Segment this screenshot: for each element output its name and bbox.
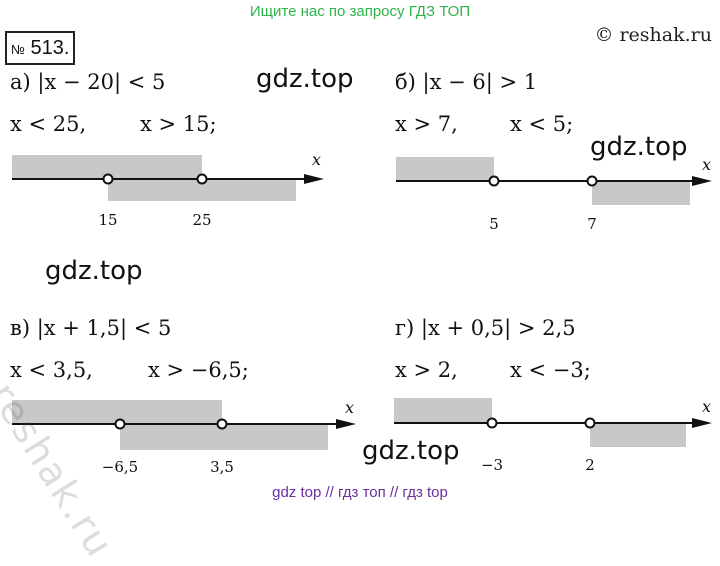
open-point-15 [102,173,114,185]
open-point-5 [488,175,500,187]
inequality-b: б) |x − 6| > 1 [395,70,538,94]
shade-left-d [394,398,492,423]
open-point-minus-3 [486,417,498,429]
solution-a-right: x > 15; [140,112,217,136]
gdz-watermark-1: gdz.top [256,64,354,94]
tick-label-2: 2 [585,456,595,474]
inequality-c: в) |x + 1,5| < 5 [10,316,172,340]
open-point-3-5 [216,418,228,430]
inequality-a: а) |x − 20| < 5 [10,70,166,94]
tick-label-5: 5 [489,215,499,233]
gdz-watermark-4: gdz.top [362,436,460,466]
shade-right-b [592,181,690,205]
solution-c-right: x > −6,5; [148,358,249,382]
solution-d-right: x < −3; [510,358,591,382]
copyright-notice: © reshak.ru [594,24,712,46]
task-number-badge: № 513. [5,31,76,65]
tick-label-minus-3: −3 [481,456,503,474]
solution-b-right: x < 5; [510,112,574,136]
open-point-25 [196,173,208,185]
axis-label-a: x [312,150,321,169]
shade-left-b [396,157,494,181]
open-point-2 [584,417,596,429]
tick-label-minus-6-5: −6,5 [102,458,138,476]
solution-b-left: x > 7, [395,112,458,136]
task-number: 513. [30,37,70,59]
footer-links: gdz top // гдз топ // гдз top [272,484,448,501]
shade-lower-a [108,179,296,201]
solution-d-left: x > 2, [395,358,458,382]
solution-a-left: x < 25, [10,112,87,136]
open-point-7 [586,175,598,187]
number-sign: № [11,42,25,57]
search-hint-banner: Ищите нас по запросу ГДЗ ТОП [249,3,471,20]
gdz-watermark-3: gdz.top [45,256,143,286]
inequality-d: г) |x + 0,5| > 2,5 [395,316,576,340]
axis-arrow-a [304,174,324,184]
shade-right-d [590,423,686,447]
axis-label-b: x [702,155,711,174]
axis-label-c: x [345,398,354,417]
number-line-d: x −3 2 [394,397,712,474]
axis-arrow-d [692,418,712,428]
tick-label-7: 7 [587,215,597,233]
axis-arrow-b [692,176,712,186]
solution-c-left: x < 3,5, [10,358,93,382]
tick-label-3-5: 3,5 [210,458,234,476]
open-point-minus-6-5 [114,418,126,430]
tick-label-15: 15 [98,211,117,229]
axis-arrow-c [336,419,356,429]
number-line-c: x −6,5 3,5 [12,398,356,476]
number-line-a: x 15 25 [12,150,324,229]
tick-label-25: 25 [192,211,211,229]
axis-label-d: x [702,397,711,416]
gdz-watermark-2: gdz.top [590,132,688,162]
number-line-b: x 5 7 [396,155,712,233]
